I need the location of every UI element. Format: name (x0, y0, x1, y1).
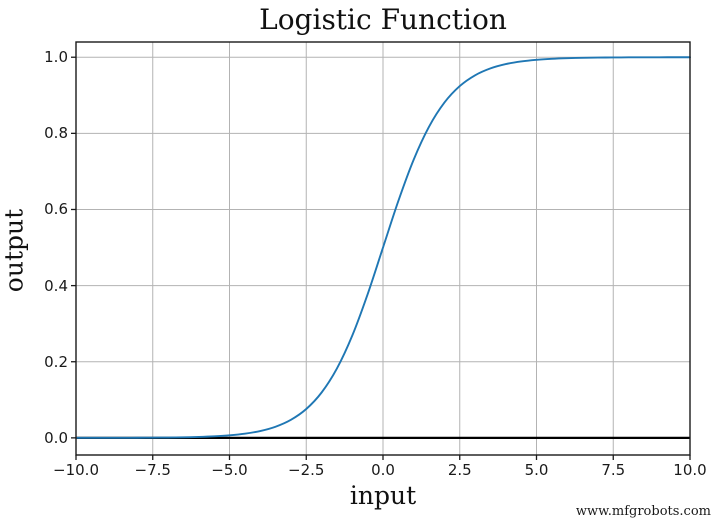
x-tick-label: 7.5 (601, 461, 626, 479)
watermark-text: www.mfgrobots.com (575, 504, 711, 519)
x-tick-label: −5.0 (211, 461, 248, 479)
logistic-curve (75, 56, 691, 439)
axes-spines (75, 41, 691, 456)
x-tick-label: 0.0 (371, 461, 395, 479)
x-tick-label: 5.0 (524, 461, 549, 479)
y-tick-label: 0.4 (44, 276, 68, 295)
y-tick-label: 0.8 (44, 124, 68, 143)
x-tick-label: 2.5 (447, 461, 472, 479)
x-tick-label: −2.5 (288, 461, 325, 479)
x-axis-label: input (349, 481, 417, 510)
x-tick-label: −7.5 (134, 461, 171, 479)
y-tick-label: 0.6 (44, 200, 68, 219)
x-tick-label: 10.0 (673, 461, 707, 479)
y-tick-label: 0.2 (44, 352, 68, 371)
x-tick-label: −10.0 (53, 461, 99, 479)
y-tick-label: 0.0 (44, 428, 68, 447)
y-tick-label: 1.0 (44, 48, 68, 67)
chart-title: Logistic Function (259, 3, 507, 36)
